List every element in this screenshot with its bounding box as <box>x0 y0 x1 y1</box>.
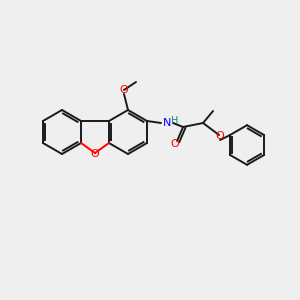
Text: O: O <box>216 131 224 141</box>
Text: N: N <box>163 118 171 128</box>
Text: O: O <box>120 85 128 95</box>
Text: O: O <box>91 149 99 159</box>
Text: O: O <box>171 139 179 149</box>
Text: H: H <box>171 116 178 126</box>
